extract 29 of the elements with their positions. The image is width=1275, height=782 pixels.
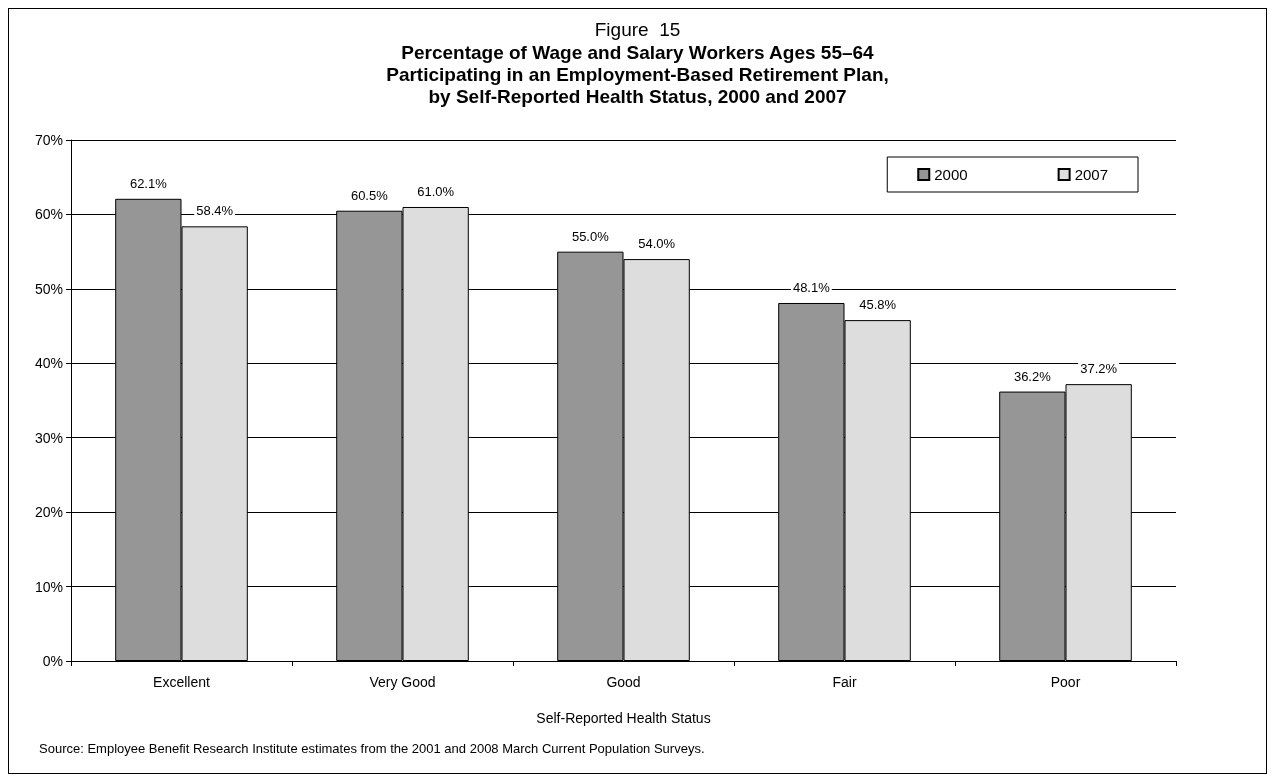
data-label: 37.2% [1080, 361, 1118, 377]
y-tick-label: 20% [34, 504, 63, 521]
x-tick-label: Good [606, 674, 641, 690]
y-tick-label: 50% [34, 280, 63, 297]
x-tick-label: Very Good [369, 674, 436, 690]
y-tick-label: 0% [42, 653, 63, 669]
data-label: 62.1% [129, 175, 168, 191]
y-tick-label: 60% [34, 206, 63, 223]
x-axis-title: Self-Reported Health Status [536, 710, 711, 726]
y-tick-label: 70% [34, 132, 63, 148]
data-label: 45.8% [859, 297, 897, 313]
y-tick-label: 40% [34, 355, 63, 372]
x-tick-label: Poor [1050, 674, 1081, 690]
legend-label: 2007 [1074, 166, 1109, 183]
data-label: 36.2% [1013, 368, 1052, 384]
y-tick-label: 10% [34, 578, 63, 595]
data-label: 60.5% [350, 187, 389, 203]
y-tick-label: 30% [34, 429, 63, 446]
data-label: 48.1% [792, 280, 831, 295]
chart-title: Figure 15 [594, 19, 681, 40]
source-note: Source: Employee Benefit Research Institute estimates from the 2001 and 2008 March Current Population Surveys. [39, 741, 705, 756]
chart-subtitle: Percentage of Wage and Salary Workers Ages 55–64 Participating in an Employment-Based Retirement Plan, by Self-Reported Health Status, 2000 and 2007 [386, 41, 889, 107]
x-tick-label: Fair [832, 674, 857, 690]
legend-label: 2000 [934, 166, 968, 183]
data-label: 54.0% [638, 236, 676, 252]
data-label: 61.0% [417, 183, 455, 199]
data-label: 58.4% [196, 203, 234, 219]
x-tick-label: Excellent [153, 674, 211, 690]
data-label: 55.0% [571, 228, 610, 244]
